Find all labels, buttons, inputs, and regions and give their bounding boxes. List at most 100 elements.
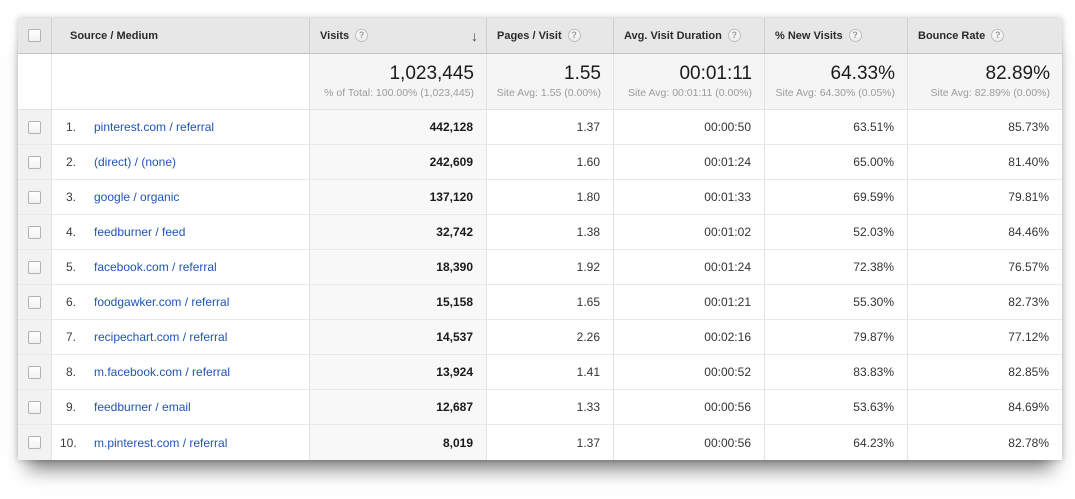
visits-value: 13,924	[436, 365, 473, 379]
pages-visit-value: 1.80	[487, 180, 614, 214]
row-source-cell: 8. m.facebook.com / referral	[52, 355, 310, 389]
summary-check-cell	[18, 54, 52, 109]
avg-visit-duration-value: 00:00:52	[614, 355, 765, 389]
source-medium-link[interactable]: m.pinterest.com / referral	[94, 435, 228, 450]
new-visits-value: 65.00%	[765, 145, 908, 179]
sort-descending-icon: ↓	[471, 27, 478, 44]
pages-visit-header-label: Pages / Visit	[497, 29, 562, 42]
source-medium-link[interactable]: m.facebook.com / referral	[94, 365, 231, 379]
help-icon[interactable]: ?	[991, 29, 1005, 42]
row-check-cell	[18, 425, 52, 460]
avg-bounce-value: 82.89%	[985, 63, 1050, 84]
column-header-new-visits[interactable]: % New Visits ?	[765, 18, 908, 53]
source-medium-link[interactable]: feedburner / feed	[94, 225, 186, 239]
row-checkbox[interactable]	[28, 295, 41, 309]
visits-value: 32,742	[436, 225, 473, 239]
row-visits-cell: 18,390	[310, 250, 487, 284]
table-row: 7. recipechart.com / referral 14,537 2.2…	[18, 320, 1062, 355]
table-row: 2. (direct) / (none) 242,609 1.60 00:01:…	[18, 145, 1062, 180]
table-row: 1. pinterest.com / referral 442,128 1.37…	[18, 110, 1062, 145]
column-header-avg-visit-duration[interactable]: Avg. Visit Duration ?	[614, 18, 765, 53]
source-medium-link[interactable]: (direct) / (none)	[94, 155, 177, 169]
row-rank: 10.	[60, 435, 77, 450]
visits-header-label: Visits	[320, 29, 350, 42]
source-medium-link[interactable]: pinterest.com / referral	[94, 120, 215, 134]
help-icon[interactable]: ?	[727, 29, 741, 42]
row-checkbox[interactable]	[28, 120, 41, 134]
bounce-rate-header-label: Bounce Rate	[918, 29, 986, 42]
row-checkbox[interactable]	[28, 330, 41, 344]
new-visits-value: 72.38%	[765, 250, 908, 284]
row-checkbox[interactable]	[28, 260, 41, 274]
summary-new-visits-cell: 64.33% Site Avg: 64.30% (0.05%)	[765, 54, 908, 109]
avg-visit-duration-value: 00:01:24	[614, 250, 765, 284]
table-row: 9. feedburner / email 12,687 1.33 00:00:…	[18, 390, 1062, 425]
row-visits-cell: 15,158	[310, 285, 487, 319]
row-check-cell	[18, 145, 52, 179]
summary-pages-cell: 1.55 Site Avg: 1.55 (0.00%)	[487, 54, 614, 109]
help-icon[interactable]: ?	[848, 29, 862, 42]
column-header-visits[interactable]: Visits ? ↓	[310, 18, 487, 53]
row-source-cell: 1. pinterest.com / referral	[52, 110, 310, 144]
row-check-cell	[18, 390, 52, 424]
pages-visit-value: 1.33	[487, 390, 614, 424]
new-visits-value: 52.03%	[765, 215, 908, 249]
select-all-checkbox[interactable]	[28, 29, 41, 42]
row-checkbox[interactable]	[28, 365, 41, 379]
table-body: 1. pinterest.com / referral 442,128 1.37…	[18, 110, 1062, 460]
avg-visit-duration-value: 00:01:33	[614, 180, 765, 214]
avg-visit-duration-value: 00:01:02	[614, 215, 765, 249]
column-header-pages-visit[interactable]: Pages / Visit ?	[487, 18, 614, 53]
row-rank: 3.	[65, 190, 76, 204]
row-checkbox[interactable]	[28, 436, 41, 449]
summary-bounce-cell: 82.89% Site Avg: 82.89% (0.00%)	[908, 54, 1062, 109]
row-checkbox[interactable]	[28, 225, 41, 239]
avg-visit-duration-header-label: Avg. Visit Duration	[624, 29, 722, 42]
source-medium-link[interactable]: foodgawker.com / referral	[94, 295, 230, 309]
table-summary-row: 1,023,445 % of Total: 100.00% (1,023,445…	[18, 54, 1062, 110]
bounce-rate-value: 77.12%	[1008, 330, 1049, 344]
row-checkbox[interactable]	[28, 400, 41, 414]
row-rank: 2.	[65, 155, 76, 169]
help-icon[interactable]: ?	[355, 29, 369, 42]
avg-visit-duration-value: 00:00:56	[614, 390, 765, 424]
row-rank: 8.	[65, 365, 76, 379]
row-checkbox[interactable]	[28, 190, 41, 204]
bounce-rate-value: 85.73%	[1008, 120, 1049, 134]
table-header-row: Source / Medium Visits ? ↓ Pages / Visit…	[18, 18, 1062, 54]
source-medium-link[interactable]: feedburner / email	[94, 400, 191, 414]
column-header-bounce-rate[interactable]: Bounce Rate ?	[908, 18, 1062, 53]
avg-visit-duration-value: 00:00:56	[614, 425, 765, 460]
table-row: 3. google / organic 137,120 1.80 00:01:3…	[18, 180, 1062, 215]
row-visits-cell: 14,537	[310, 320, 487, 354]
total-visits-subtext: % of Total: 100.00% (1,023,445)	[324, 87, 474, 99]
bounce-rate-value: 81.40%	[1008, 155, 1049, 169]
bounce-rate-value: 76.57%	[1008, 260, 1049, 274]
help-icon[interactable]: ?	[567, 29, 581, 42]
row-source-cell: 7. recipechart.com / referral	[52, 320, 310, 354]
table-row: 6. foodgawker.com / referral 15,158 1.65…	[18, 285, 1062, 320]
source-medium-link[interactable]: facebook.com / referral	[94, 260, 217, 274]
row-rank: 7.	[65, 330, 76, 344]
row-visits-cell: 12,687	[310, 390, 487, 424]
row-rank: 1.	[65, 120, 76, 134]
source-medium-link[interactable]: recipechart.com / referral	[94, 330, 228, 344]
source-medium-link[interactable]: google / organic	[94, 190, 180, 204]
bounce-rate-value: 79.81%	[1008, 190, 1049, 204]
avg-new-visits-subtext: Site Avg: 64.30% (0.05%)	[775, 87, 895, 99]
row-rank: 5.	[65, 260, 76, 274]
new-visits-value: 83.83%	[765, 355, 908, 389]
new-visits-value: 64.23%	[765, 425, 908, 460]
row-checkbox[interactable]	[28, 155, 41, 169]
summary-duration-cell: 00:01:11 Site Avg: 00:01:11 (0.00%)	[614, 54, 765, 109]
visits-value: 442,128	[429, 120, 473, 134]
row-rank: 4.	[65, 225, 76, 239]
new-visits-value: 63.51%	[765, 110, 908, 144]
avg-visit-duration-value: 00:02:16	[614, 320, 765, 354]
row-visits-cell: 8,019	[310, 425, 487, 460]
avg-duration-subtext: Site Avg: 00:01:11 (0.00%)	[628, 87, 752, 99]
pages-visit-value: 1.37	[487, 425, 614, 460]
avg-bounce-subtext: Site Avg: 82.89% (0.00%)	[930, 87, 1050, 99]
column-header-source-medium[interactable]: Source / Medium	[52, 18, 310, 53]
avg-new-visits-value: 64.33%	[830, 63, 895, 84]
